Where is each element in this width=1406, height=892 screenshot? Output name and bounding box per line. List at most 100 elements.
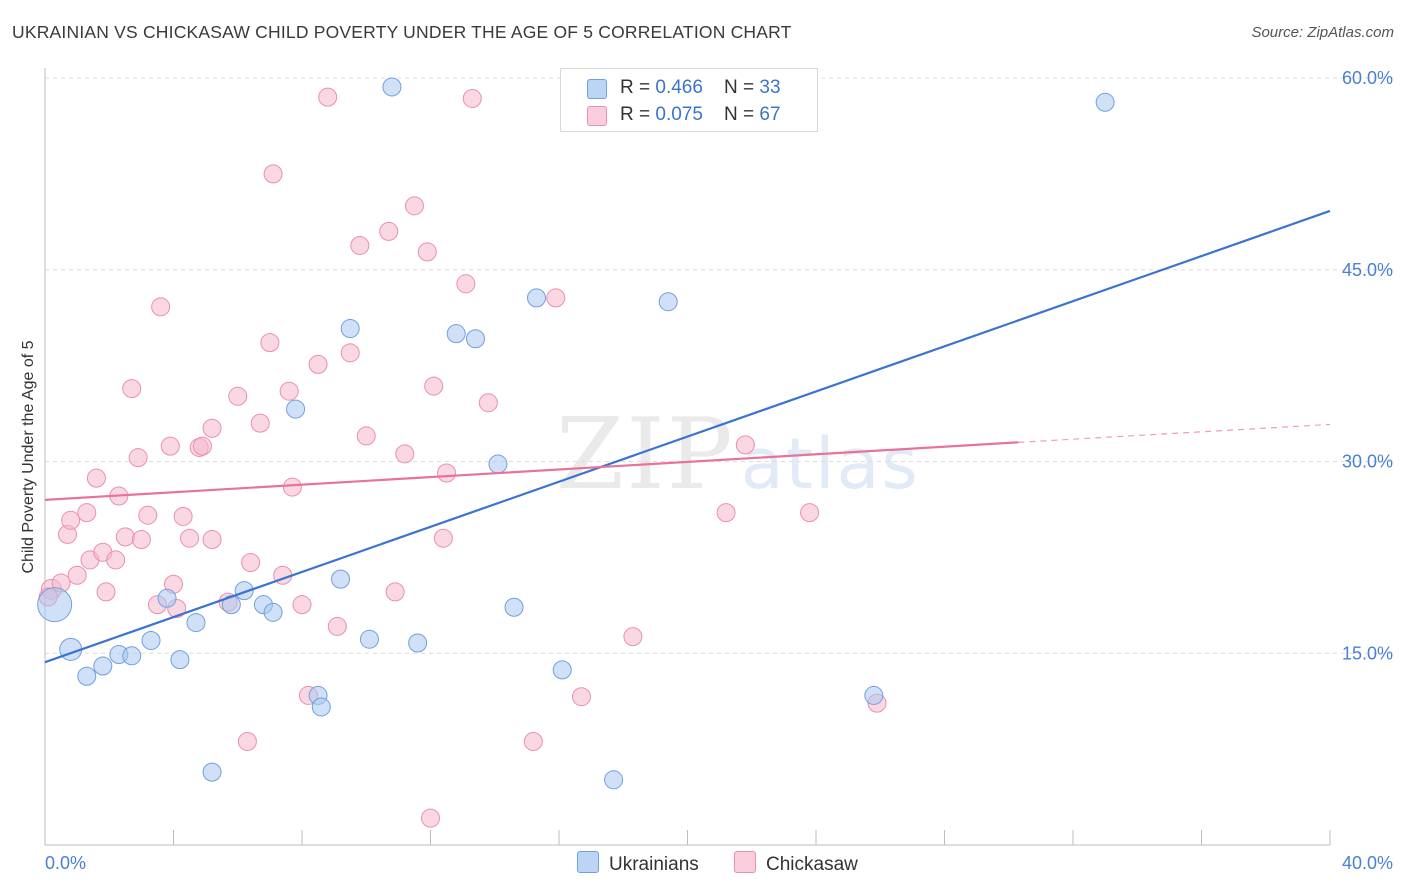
- chickasaw-point: [318, 87, 338, 107]
- chickasaw-point: [279, 381, 299, 401]
- chickasaw-point: [379, 221, 399, 241]
- chickasaw-point: [263, 164, 283, 184]
- legend-swatch-pink: [587, 106, 607, 126]
- ukrainians-point: [122, 646, 142, 666]
- axes: [44, 68, 1330, 846]
- ukrainians-point: [234, 581, 254, 601]
- chickasaw-point: [308, 354, 328, 374]
- chickasaw-point: [424, 376, 444, 396]
- legend-n-label: N =: [724, 77, 760, 98]
- chickasaw-point: [350, 235, 370, 255]
- chickasaw-point: [356, 426, 376, 446]
- legend-n-label: N =: [724, 104, 760, 125]
- ukrainians-point: [170, 650, 190, 670]
- ukrainians-point: [465, 329, 485, 349]
- ukrainians-point: [527, 288, 547, 308]
- ukrainians-point: [331, 569, 351, 589]
- bottom-legend-label-chickasaw: Chickasaw: [766, 854, 858, 875]
- ukrainians-point: [658, 292, 678, 312]
- ukrainians-point: [286, 399, 306, 419]
- x-tick-label-max: 40.0%: [1342, 853, 1393, 873]
- chickasaw-point: [417, 242, 437, 262]
- chickasaw-point: [151, 297, 171, 317]
- ukrainians-point: [37, 587, 73, 623]
- chickasaw-point: [250, 413, 270, 433]
- chickasaw-point: [462, 88, 482, 108]
- chickasaw-point: [115, 527, 135, 547]
- ukrainians-trend-line: [44, 209, 1331, 664]
- ukrainians-point: [157, 588, 177, 608]
- chickasaw-point: [228, 386, 248, 406]
- chickasaw-point: [546, 288, 566, 308]
- chickasaw-point: [571, 687, 591, 707]
- legend-swatch-blue: [587, 79, 607, 99]
- chickasaw-point: [433, 528, 453, 548]
- chickasaw-point: [327, 616, 347, 636]
- chickasaw-point: [160, 436, 180, 456]
- legend-r-label: R =: [620, 77, 656, 98]
- ukrainians-point: [604, 770, 624, 790]
- chickasaw-trend-extension: [1018, 423, 1331, 443]
- legend-r-value: 0.466: [655, 77, 703, 98]
- correlation-legend: R = 0.466 N = 33 R = 0.075 N = 67: [560, 68, 818, 132]
- y-tick-labels: 15.0% 30.0% 45.0% 60.0%: [1342, 68, 1393, 663]
- ukrainians-point: [1095, 92, 1115, 112]
- chickasaw-point: [523, 731, 543, 751]
- chickasaw-point: [86, 468, 106, 488]
- chickasaw-point: [237, 731, 257, 751]
- chickasaw-point: [385, 582, 405, 602]
- chickasaw-point: [260, 333, 280, 353]
- chickasaw-point: [340, 343, 360, 363]
- legend-r-label: R =: [620, 104, 656, 125]
- chickasaw-point: [202, 418, 222, 438]
- ukrainians-point: [340, 319, 360, 339]
- y-tick-label: 15.0%: [1342, 643, 1393, 663]
- ukrainians-point: [77, 666, 97, 686]
- chickasaw-point: [623, 627, 643, 647]
- ukrainians-point: [488, 454, 508, 474]
- ukrainians-point: [141, 630, 161, 650]
- chickasaw-point: [77, 503, 97, 523]
- chickasaw-point: [128, 448, 148, 468]
- chickasaw-point: [456, 274, 476, 294]
- ukrainians-point: [408, 633, 428, 653]
- legend-n-value: 67: [759, 104, 781, 125]
- watermark-zip: ZIP: [556, 398, 735, 512]
- bottom-legend-swatch-pink: [734, 851, 756, 873]
- chart-title: UKRAINIAN VS CHICKASAW CHILD POVERTY UND…: [12, 22, 792, 42]
- ukrainians-point: [446, 324, 466, 344]
- bottom-legend-swatch-blue: [577, 851, 599, 873]
- ukrainians-point: [202, 762, 222, 782]
- chickasaw-point: [716, 503, 736, 523]
- chickasaw-point: [67, 565, 87, 585]
- y-tick-label: 45.0%: [1342, 260, 1393, 280]
- y-axis-label: Child Poverty Under the Age of 5: [20, 340, 37, 573]
- chickasaw-point: [395, 444, 415, 464]
- chickasaw-point: [735, 435, 755, 455]
- chickasaw-point: [292, 595, 312, 615]
- chickasaw-point: [478, 393, 498, 413]
- x-tick-label-min: 0.0%: [45, 853, 86, 873]
- chart-source: Source: ZipAtlas.com: [1251, 24, 1394, 41]
- bottom-legend-chickasaw: Chickasaw: [734, 851, 858, 876]
- ukrainians-point: [263, 602, 283, 622]
- ukrainians-point: [864, 685, 884, 705]
- chickasaw-point: [241, 552, 261, 572]
- ukrainians-point: [504, 597, 524, 617]
- ukrainians-point: [311, 697, 331, 717]
- trend-lines: [44, 209, 1331, 664]
- chickasaw-point: [437, 463, 457, 483]
- chickasaw-point: [131, 529, 151, 549]
- zipatlas-watermark: ZIPatlas: [556, 398, 920, 512]
- chickasaw-point: [404, 196, 424, 216]
- chickasaw-point: [173, 506, 193, 526]
- chickasaw-point: [138, 505, 158, 525]
- y-tick-label: 60.0%: [1342, 68, 1393, 88]
- watermark-atlas: atlas: [740, 423, 920, 505]
- chickasaw-trend-line: [44, 441, 1019, 501]
- ukrainians-points: [37, 77, 1115, 790]
- chickasaw-point: [421, 808, 440, 828]
- chickasaw-point: [61, 510, 81, 530]
- bottom-legend-label-ukrainians: Ukrainians: [609, 854, 699, 875]
